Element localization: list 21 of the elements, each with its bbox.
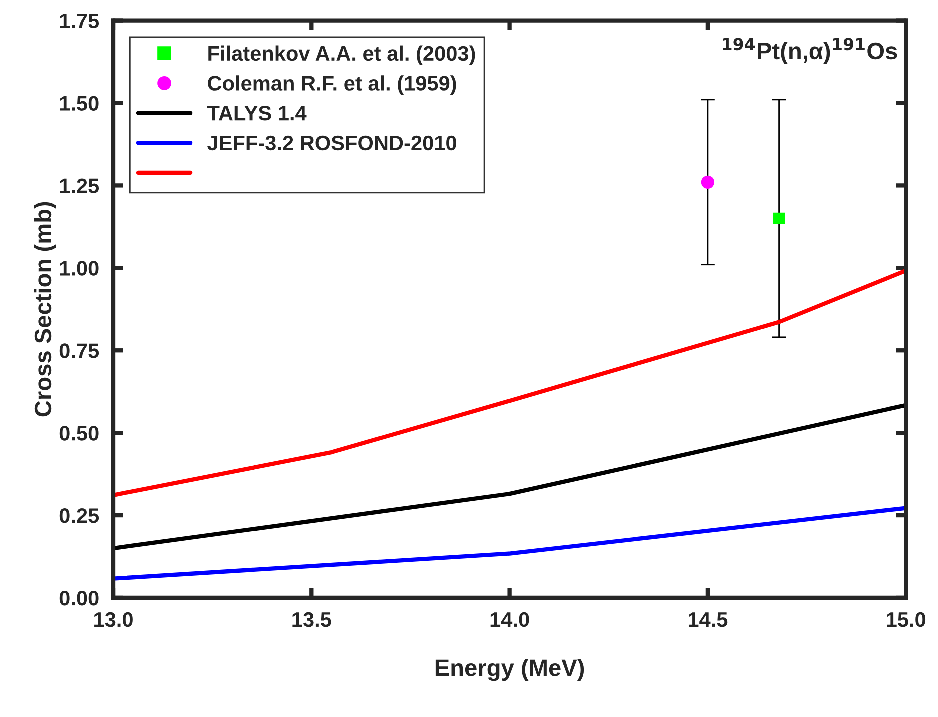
y-tick-label: 1.75	[60, 14, 100, 29]
x-tick-label: 13.0	[94, 612, 133, 628]
y-tick-label: 0.50	[60, 426, 99, 441]
y-tick-label: 1.50	[60, 96, 99, 111]
y-tick-label: 1.00	[60, 261, 99, 276]
y-axis-title: Cross Section (mb)	[34, 202, 56, 417]
line-series	[114, 268, 906, 498]
legend-label: TALYS 1.4	[207, 106, 307, 121]
y-tick-label: 0.00	[60, 590, 99, 606]
annotation: $^{194}$Pt(n,α)$^{191}$Os	[723, 38, 898, 64]
y-tick-label: 1.25	[60, 178, 100, 194]
legend-label: Coleman R.F. et al. (1959)	[208, 76, 456, 96]
legend-label: JEFF-3.2 ROSFOND-2010	[208, 136, 456, 151]
y-tick-label: 0.25	[60, 508, 100, 524]
x-tick-label: 13.5	[292, 612, 332, 628]
x-tick-label: 14.5	[688, 612, 728, 628]
x-tick-label: 14.0	[490, 612, 530, 628]
x-tick-label: 15.0	[887, 612, 926, 628]
legend-label: Filatenkov A.A. et al. (2003)	[208, 46, 476, 66]
y-tick-label: 0.75	[60, 344, 100, 358]
x-axis-title: Energy (MeV)	[436, 659, 584, 682]
